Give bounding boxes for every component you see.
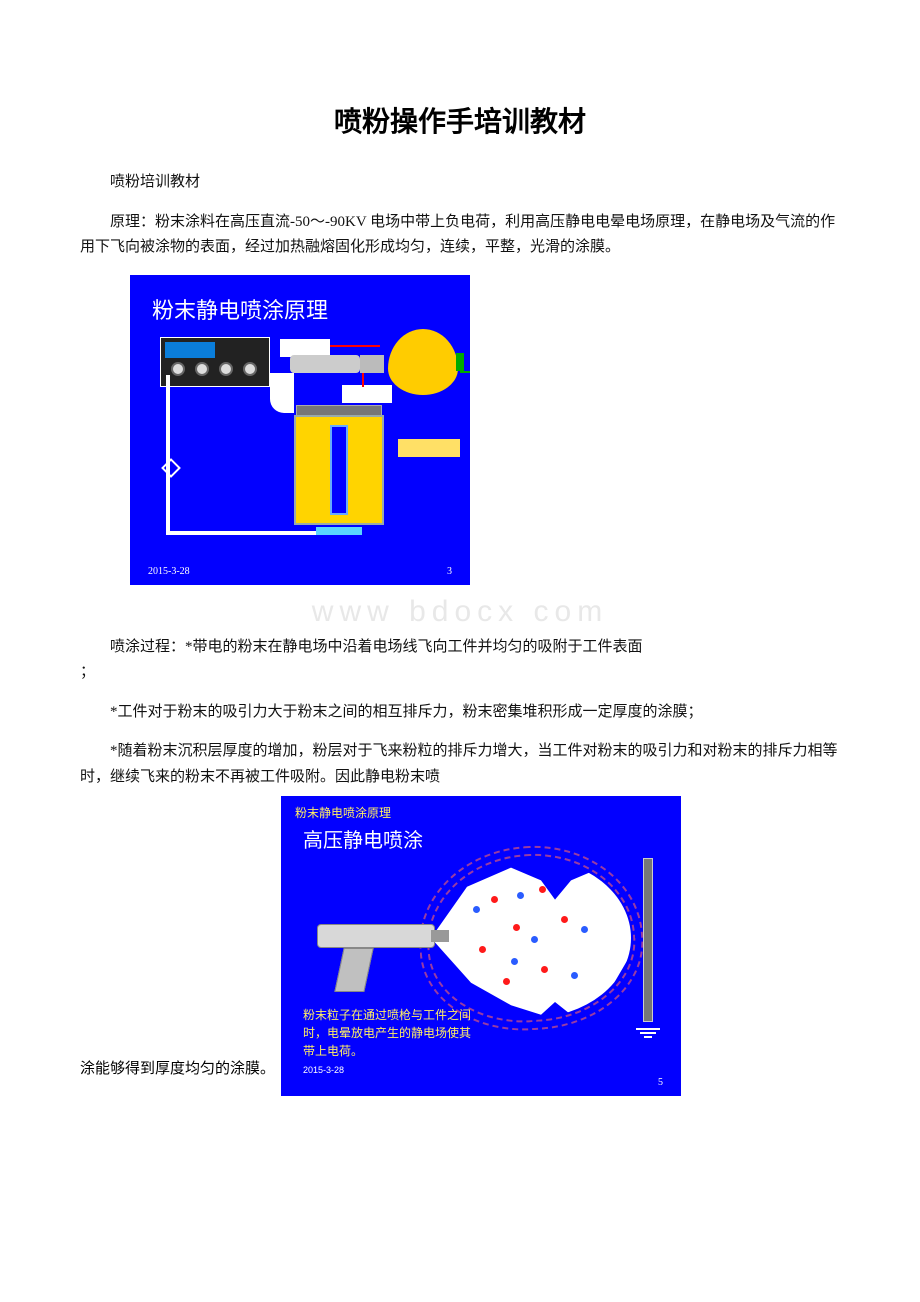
particle-pos-icon bbox=[541, 966, 548, 973]
particle-neg-icon bbox=[581, 926, 588, 933]
callout-label bbox=[342, 385, 392, 403]
process-para-1: 喷涂过程：*带电的粉末在静电场中沿着电场线飞向工件并均匀的吸附于工件表面 bbox=[80, 635, 840, 661]
particle-neg-icon bbox=[511, 958, 518, 965]
hopper-base-icon bbox=[316, 527, 362, 535]
workpiece-plate-icon bbox=[643, 858, 653, 1022]
particle-pos-icon bbox=[539, 886, 546, 893]
dial-icon bbox=[243, 362, 257, 376]
caption-line: 粉末粒子在通过喷枪与工件之间 bbox=[303, 1008, 471, 1022]
dial-icon bbox=[171, 362, 185, 376]
air-line-icon bbox=[166, 531, 316, 535]
diagram2-page: 5 bbox=[658, 1077, 663, 1088]
last-row: 涂能够得到厚度均匀的涂膜。 粉末静电喷涂原理 高压静电喷涂 粉末粒子在通过喷 bbox=[80, 796, 840, 1096]
callout-line bbox=[362, 371, 364, 387]
particle-pos-icon bbox=[491, 896, 498, 903]
spray-gun-nozzle-icon bbox=[431, 930, 449, 942]
control-panel bbox=[160, 337, 270, 387]
diagram2: 粉末静电喷涂原理 高压静电喷涂 粉末粒子在通过喷枪与工件之间 时，电晕放电产生的… bbox=[281, 796, 681, 1096]
ground-icon bbox=[635, 1026, 661, 1044]
diagram1: 粉末静电喷涂原理 2015-3-28 3 bbox=[130, 275, 470, 585]
spray-gun-icon bbox=[290, 355, 360, 373]
dial-icon bbox=[195, 362, 209, 376]
spray-gun-icon bbox=[317, 924, 435, 948]
diagram2-small-title: 粉末静电喷涂原理 bbox=[295, 804, 391, 821]
particle-neg-icon bbox=[517, 892, 524, 899]
process-para-1-tail: ； bbox=[80, 660, 840, 686]
spray-gun-tip-icon bbox=[360, 355, 384, 373]
panel-screen bbox=[165, 342, 215, 358]
target-stand-icon bbox=[456, 353, 464, 371]
particle-neg-icon bbox=[571, 972, 578, 979]
particle-neg-icon bbox=[531, 936, 538, 943]
callout-label bbox=[398, 439, 460, 457]
callout-label bbox=[280, 339, 330, 357]
particle-pos-icon bbox=[513, 924, 520, 931]
process-para-3-tail: 涂能够得到厚度均匀的涂膜。 bbox=[80, 1057, 275, 1097]
process-para-2: *工件对于粉末的吸引力大于粉末之间的相互排斥力，粉末密集堆积形成一定厚度的涂膜； bbox=[80, 700, 840, 726]
particle-pos-icon bbox=[503, 978, 510, 985]
caption-line: 时，电晕放电产生的静电场使其 bbox=[303, 1026, 471, 1040]
hopper-core-icon bbox=[330, 425, 348, 515]
diagram1-title: 粉末静电喷涂原理 bbox=[152, 293, 328, 325]
process-para-3: *随着粉末沉积层厚度的增加，粉层对于飞来粉粒的排斥力增大，当工件对粉末的吸引力和… bbox=[80, 739, 840, 790]
particle-neg-icon bbox=[473, 906, 480, 913]
diagram2-caption: 粉末粒子在通过喷枪与工件之间 时，电晕放电产生的静电场使其 带上电荷。 2015… bbox=[303, 1006, 513, 1078]
ground-icon bbox=[460, 371, 470, 379]
callout-line bbox=[330, 345, 380, 347]
air-line-icon bbox=[166, 375, 170, 535]
target-part-icon bbox=[388, 329, 458, 395]
spray-gun-grip-icon bbox=[334, 948, 373, 992]
principle-para: 原理：粉末涂料在高压直流-50～-90KV 电场中带上负电荷，利用高压静电电晕电… bbox=[80, 210, 840, 261]
page-title: 喷粉操作手培训教材 bbox=[80, 100, 840, 140]
dial-icon bbox=[219, 362, 233, 376]
diagram1-date: 2015-3-28 bbox=[148, 566, 190, 577]
caption-line: 带上电荷。 bbox=[303, 1044, 363, 1058]
hose-icon bbox=[270, 373, 294, 413]
watermark-text: www bdocx com bbox=[80, 595, 840, 629]
particle-pos-icon bbox=[561, 916, 568, 923]
valve-icon bbox=[161, 458, 181, 478]
particle-pos-icon bbox=[479, 946, 486, 953]
diagram2-title: 高压静电喷涂 bbox=[303, 824, 423, 853]
subtitle-para: 喷粉培训教材 bbox=[80, 170, 840, 196]
diagram2-date: 2015-3-28 bbox=[303, 1065, 344, 1075]
diagram1-page: 3 bbox=[447, 566, 452, 577]
diagram1-container: 粉末静电喷涂原理 2015-3-28 3 bbox=[130, 275, 840, 585]
